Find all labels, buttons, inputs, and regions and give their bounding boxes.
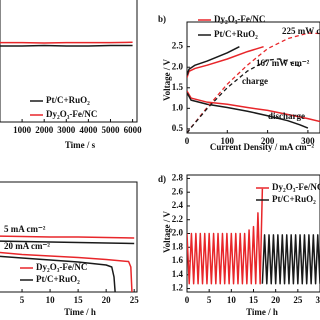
- x-axis-title: Time / s: [65, 140, 96, 150]
- x-tick-label: 5: [20, 295, 25, 305]
- series-line: [261, 234, 320, 285]
- legend-label: Pt/C+RuO₂: [214, 29, 258, 39]
- series-line: [187, 45, 264, 78]
- x-tick-label: 25: [293, 295, 303, 305]
- x-axis-title: Time / h: [246, 307, 278, 317]
- y-axis-title: Voltage / V: [162, 211, 172, 254]
- series-line: [187, 46, 240, 76]
- annotation: 225 mW cm⁻²: [282, 26, 320, 36]
- series-line: [187, 188, 264, 285]
- plot-area: [0, 41, 133, 47]
- y-tick-label: 1.6: [172, 255, 184, 265]
- y-tick-label: 2.6: [172, 186, 184, 196]
- annotation: 20 mA cm⁻²: [4, 241, 50, 251]
- series-line: [0, 235, 135, 239]
- x-tick-label: 20: [102, 295, 112, 305]
- y-axis-title: Voltage / V: [162, 59, 172, 102]
- series-line: [187, 92, 309, 129]
- panel: 0 5 10 15 20 25 30 1.2 1.4 1.6 1.8 2.0 2.2 2.4 2.6 2.8 D…: [158, 173, 320, 317]
- x-tick-label: 15: [249, 295, 259, 305]
- series-line: [0, 251, 133, 292]
- annotation: discharge: [268, 111, 305, 121]
- annotation: 167 mW cm⁻²: [256, 58, 310, 68]
- x-axis-title: Time / h: [64, 307, 96, 317]
- plot-frame: [0, 0, 138, 123]
- x-tick-label: 4000: [79, 125, 98, 135]
- x-tick-label: 0: [185, 136, 190, 146]
- x-tick-label: 5000: [101, 125, 120, 135]
- legend-label: Pt/C+RuO₂: [272, 194, 316, 204]
- series-line: [0, 240, 135, 245]
- x-tick-label: 6000: [124, 125, 143, 135]
- y-tick-label: 2.4: [172, 200, 184, 210]
- x-tick-label: 15: [74, 295, 84, 305]
- x-axis-title: Current Density / mA cm⁻²: [210, 142, 315, 152]
- y-tick-label: 1.4: [172, 269, 184, 279]
- legend-label: Dy₂O₃-Fe/NC: [272, 182, 320, 192]
- y-tick-label: 2.0: [172, 228, 184, 238]
- panel: 1000 2000 3000 4000 5000 6000 Pt/C+RuO₂ Dy₂O₃-F…: [0, 0, 142, 150]
- panel-label: b): [158, 14, 166, 24]
- panel: 0 100 200 300 0.5 1.0 1.5 2.0 2.5 Dy₂O₃-Fe/NC Pt/C…: [158, 14, 320, 152]
- x-tick-label: 0: [185, 295, 190, 305]
- x-tick-label: 5: [207, 295, 212, 305]
- y-tick-label: 1.0: [172, 102, 184, 112]
- series-line: [0, 41, 133, 44]
- y-tick-label: 2.2: [172, 214, 184, 224]
- x-tick-label: 20: [271, 295, 281, 305]
- series-line: [187, 58, 301, 133]
- y-tick-label: 1.2: [172, 283, 184, 293]
- x-tick-label: 300: [301, 136, 315, 146]
- plot-area: [0, 235, 135, 292]
- y-tick-label: 2.0: [172, 61, 184, 71]
- legend-label: Dy₂O₃-Fe/NC: [36, 262, 87, 272]
- y-tick-label: 0.5: [172, 123, 184, 133]
- x-tick-label: 100: [221, 136, 235, 146]
- series-line: [187, 90, 320, 123]
- panel: 5 10 15 20 25 Dy₂O₃-Fe/NC Pt/C+RuO₂ 5 mA cm⁻² 20…: [0, 181, 140, 317]
- x-tick-label: 3000: [57, 125, 76, 135]
- annotation: 5 mA cm⁻²: [4, 224, 46, 234]
- legend-label: Pt/C+RuO₂: [36, 274, 80, 284]
- x-tick-label: 1000: [13, 125, 32, 135]
- plot-area: [187, 32, 320, 133]
- x-tick-label: 30: [316, 295, 320, 305]
- x-tick-label: 25: [130, 295, 140, 305]
- x-tick-label: 2000: [35, 125, 54, 135]
- x-tick-label: 10: [46, 295, 56, 305]
- legend-label: Dy₂O₃-Fe/NC: [46, 109, 97, 119]
- y-tick-label: 2.5: [172, 41, 184, 51]
- y-tick-label: 1.8: [172, 241, 184, 251]
- legend-label: Dy₂O₃-Fe/NC: [214, 14, 265, 24]
- series-line: [0, 255, 116, 292]
- plot-frame: [0, 181, 138, 293]
- y-tick-label: 2.8: [172, 173, 184, 183]
- annotation: charge: [242, 76, 268, 86]
- x-tick-label: 200: [261, 136, 275, 146]
- x-tick-label: 10: [227, 295, 237, 305]
- legend-label: Pt/C+RuO₂: [46, 95, 90, 105]
- y-tick-label: 1.5: [172, 82, 184, 92]
- plot-area: [187, 188, 320, 285]
- panel-label: d): [158, 174, 166, 184]
